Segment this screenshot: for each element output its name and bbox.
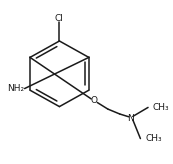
Text: CH₃: CH₃ xyxy=(153,103,169,112)
Text: NH₂: NH₂ xyxy=(7,84,24,93)
Text: Cl: Cl xyxy=(55,14,64,23)
Text: N: N xyxy=(127,114,134,123)
Text: O: O xyxy=(91,96,98,105)
Text: CH₃: CH₃ xyxy=(145,134,162,143)
